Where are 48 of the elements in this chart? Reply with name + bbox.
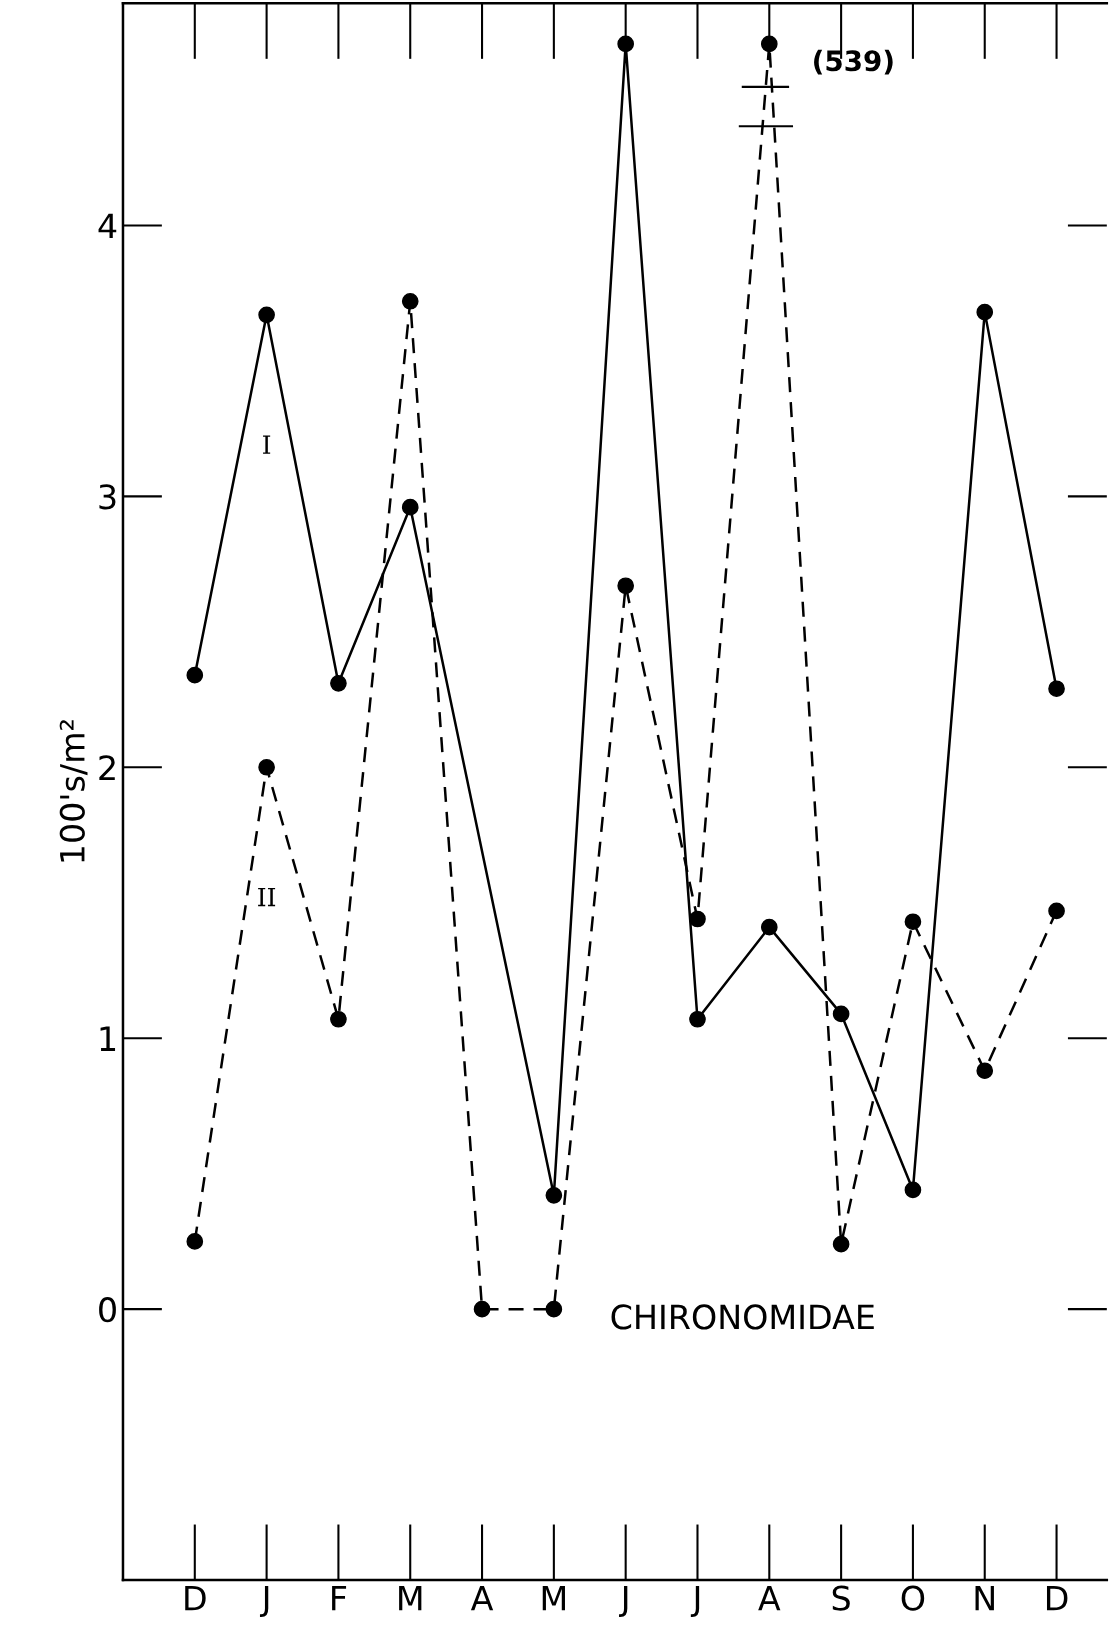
annotation: (539) <box>814 49 893 75</box>
x-tick-label: S <box>832 1585 850 1611</box>
point <box>401 498 419 516</box>
point <box>689 1010 706 1028</box>
point <box>186 666 204 684</box>
point <box>545 1300 563 1318</box>
point <box>258 758 275 776</box>
x-tick-label: D <box>185 1585 206 1611</box>
y-tick-label: 4 <box>98 213 117 239</box>
point <box>330 674 347 692</box>
y-tick-label: 2 <box>99 755 115 780</box>
series-label: II <box>258 887 276 907</box>
x-tick-label: M <box>399 1585 422 1611</box>
point <box>330 1010 347 1028</box>
x-tick-label: M <box>542 1585 565 1611</box>
y-tick-label: 0 <box>99 1297 116 1323</box>
point <box>617 35 635 53</box>
x-tick-label: N <box>975 1585 994 1611</box>
x-tick-label: J <box>690 1585 700 1617</box>
y-tick-label: 3 <box>99 484 116 510</box>
x-tick-label: J <box>259 1585 269 1617</box>
point <box>473 1300 491 1318</box>
point <box>760 35 778 53</box>
point <box>904 1181 922 1199</box>
point <box>1048 902 1065 920</box>
point <box>689 910 706 928</box>
annotation: CHIRONOMIDAE <box>611 1304 874 1330</box>
point <box>186 1233 204 1250</box>
series-label: I <box>263 435 271 454</box>
point <box>832 1005 850 1023</box>
x-tick-label: O <box>901 1585 925 1611</box>
point <box>1048 680 1065 698</box>
x-tick-label: A <box>758 1585 781 1611</box>
point <box>832 1235 850 1253</box>
point <box>617 577 635 595</box>
point <box>401 292 419 310</box>
x-tick-label: A <box>470 1585 494 1611</box>
y-tick-label: 1 <box>100 1026 116 1051</box>
point <box>545 1187 563 1204</box>
point <box>258 306 275 324</box>
point <box>976 303 994 321</box>
x-tick-label: D <box>1046 1585 1068 1611</box>
point <box>976 1062 994 1080</box>
x-tick-label: J <box>619 1585 628 1617</box>
point <box>904 913 922 931</box>
point <box>760 918 778 936</box>
y-axis-title: 100's/m² <box>59 720 88 862</box>
x-tick-label: F <box>332 1585 347 1611</box>
